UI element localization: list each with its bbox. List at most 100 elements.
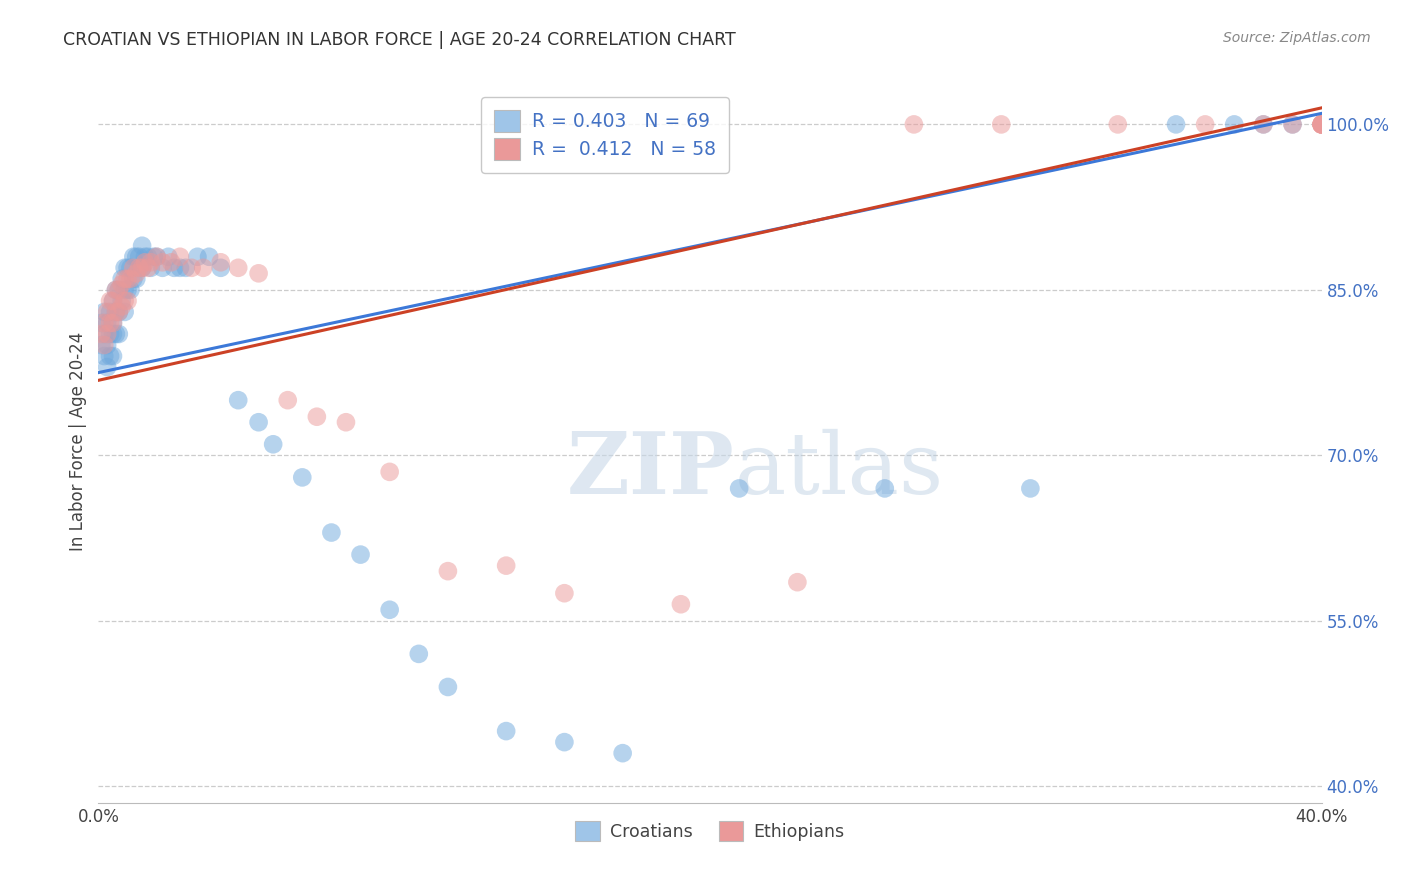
Point: [93, 316, 115, 330]
Text: Source: ZipAtlas.com: Source: ZipAtlas.com: [1223, 31, 1371, 45]
Point: [114, 260, 136, 275]
Point: [90, 338, 112, 352]
Point: [169, 250, 191, 264]
Point: [1107, 117, 1129, 131]
Point: [209, 260, 232, 275]
Y-axis label: In Labor Force | Age 20-24: In Labor Force | Age 20-24: [69, 332, 87, 551]
Point: [93, 326, 115, 341]
Point: [134, 250, 156, 264]
Point: [108, 305, 131, 319]
Point: [114, 293, 136, 308]
Point: [111, 272, 134, 286]
Point: [612, 746, 634, 760]
Point: [1310, 117, 1333, 131]
Point: [145, 250, 167, 264]
Point: [174, 260, 197, 275]
Point: [728, 482, 751, 496]
Point: [120, 272, 142, 286]
Point: [198, 250, 221, 264]
Point: [1253, 117, 1275, 131]
Point: [305, 409, 328, 424]
Point: [108, 283, 131, 297]
Point: [163, 260, 186, 275]
Point: [90, 316, 112, 330]
Point: [114, 283, 136, 297]
Point: [96, 316, 118, 330]
Point: [247, 415, 270, 429]
Point: [108, 305, 131, 319]
Point: [125, 272, 148, 286]
Point: [101, 316, 124, 330]
Point: [1281, 117, 1303, 131]
Point: [98, 316, 121, 330]
Point: [786, 575, 808, 590]
Point: [114, 272, 136, 286]
Point: [160, 255, 183, 269]
Point: [990, 117, 1012, 131]
Point: [114, 305, 136, 319]
Point: [152, 260, 174, 275]
Text: atlas: atlas: [734, 429, 943, 512]
Point: [96, 360, 118, 375]
Point: [111, 277, 134, 292]
Point: [120, 283, 142, 297]
Point: [226, 393, 249, 408]
Point: [104, 305, 127, 319]
Point: [125, 250, 148, 264]
Point: [1281, 117, 1303, 131]
Point: [157, 250, 180, 264]
Point: [101, 293, 124, 308]
Point: [93, 349, 115, 363]
Point: [378, 465, 401, 479]
Point: [1019, 482, 1042, 496]
Point: [101, 349, 124, 363]
Point: [90, 326, 112, 341]
Point: [128, 250, 150, 264]
Point: [247, 266, 270, 280]
Point: [437, 680, 460, 694]
Point: [108, 326, 131, 341]
Point: [131, 260, 153, 275]
Point: [335, 415, 357, 429]
Point: [1223, 117, 1246, 131]
Point: [101, 316, 124, 330]
Point: [1164, 117, 1187, 131]
Point: [108, 283, 131, 297]
Point: [903, 117, 925, 131]
Point: [125, 266, 148, 280]
Point: [1310, 117, 1333, 131]
Point: [131, 260, 153, 275]
Point: [128, 260, 150, 275]
Point: [277, 393, 299, 408]
Point: [104, 283, 127, 297]
Point: [136, 260, 159, 275]
Point: [139, 255, 162, 269]
Point: [169, 260, 191, 275]
Point: [117, 283, 139, 297]
Point: [1310, 117, 1333, 131]
Point: [96, 305, 118, 319]
Point: [262, 437, 284, 451]
Point: [1310, 117, 1333, 131]
Point: [193, 260, 215, 275]
Point: [122, 272, 145, 286]
Legend: Croatians, Ethiopians: Croatians, Ethiopians: [568, 814, 852, 848]
Text: ZIP: ZIP: [567, 428, 734, 512]
Point: [321, 525, 343, 540]
Point: [117, 260, 139, 275]
Point: [117, 272, 139, 286]
Point: [111, 300, 134, 314]
Point: [1310, 117, 1333, 131]
Point: [104, 283, 127, 297]
Point: [117, 293, 139, 308]
Point: [93, 305, 115, 319]
Point: [139, 260, 162, 275]
Point: [104, 326, 127, 341]
Point: [437, 564, 460, 578]
Point: [553, 735, 575, 749]
Point: [93, 338, 115, 352]
Point: [96, 338, 118, 352]
Point: [111, 293, 134, 308]
Point: [553, 586, 575, 600]
Point: [186, 250, 208, 264]
